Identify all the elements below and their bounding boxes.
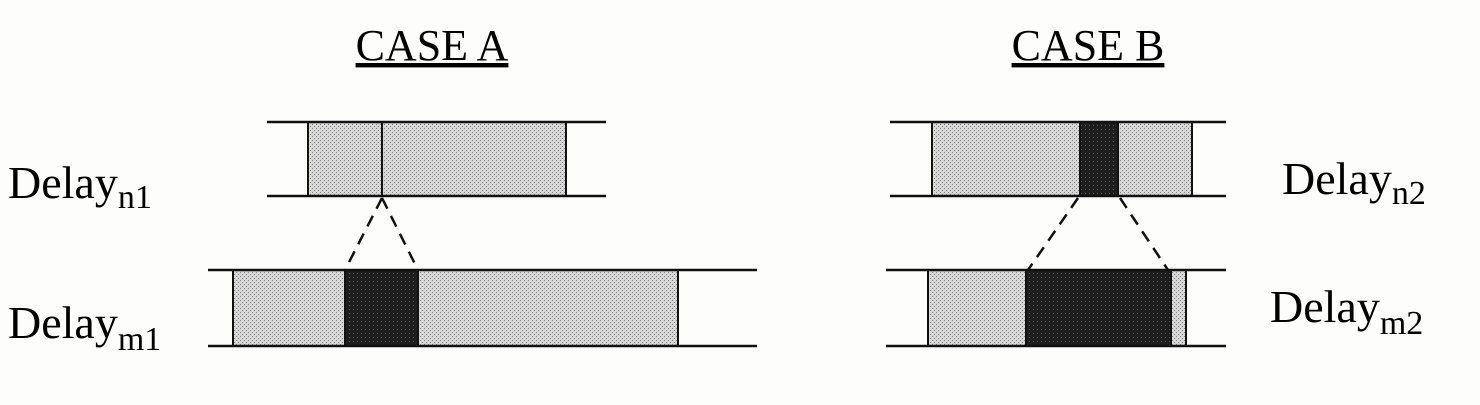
case-b-right-connector bbox=[1118, 197, 1170, 271]
case-a-top-label-sub: n1 bbox=[118, 179, 152, 216]
case-a-top-label: Delayn1 bbox=[8, 157, 152, 216]
case-b-top-right-fill bbox=[1118, 122, 1192, 196]
case-b-bottom-dark-segment bbox=[1026, 270, 1171, 346]
case-a-top-bar bbox=[267, 120, 606, 198]
case-a-bottom-label-sub: m1 bbox=[118, 321, 161, 358]
case-a-bottom-dark-segment bbox=[345, 270, 418, 346]
case-a-top-label-base: Delay bbox=[8, 157, 118, 208]
case-b-top-left-fill bbox=[932, 122, 1080, 196]
case-b-bottom-left-fill bbox=[928, 270, 1026, 346]
case-b-left-connector bbox=[1026, 197, 1080, 271]
case-b-top-label: Delayn2 bbox=[1282, 153, 1426, 212]
case-a-bottom-label: Delaym1 bbox=[8, 297, 161, 358]
case-b-bottom-label-sub: m2 bbox=[1380, 305, 1423, 342]
case-b-top-label-sub: n2 bbox=[1392, 175, 1426, 212]
case-b-top-bar bbox=[890, 120, 1226, 198]
case-a-bottom-left-fill bbox=[233, 270, 345, 346]
case-a-bottom-label-base: Delay bbox=[8, 297, 118, 348]
case-a-top-fill bbox=[308, 122, 566, 196]
case-b-top-label-base: Delay bbox=[1282, 153, 1392, 204]
case-b-bottom-right-fill bbox=[1171, 270, 1186, 346]
case-b-top-dark-segment bbox=[1080, 122, 1118, 196]
case-b-bottom-label: Delaym2 bbox=[1270, 281, 1423, 342]
case-a-left-connector bbox=[343, 197, 384, 271]
case-a-right-connector bbox=[380, 197, 420, 271]
case-b-bottom-label-base: Delay bbox=[1270, 281, 1380, 332]
case-a-title: CASE A bbox=[356, 21, 509, 70]
case-a-bottom-bar bbox=[208, 268, 757, 348]
case-b-bottom-bar bbox=[886, 268, 1226, 348]
case-a-bottom-right-fill bbox=[418, 270, 678, 346]
case-b-title: CASE B bbox=[1012, 21, 1165, 70]
